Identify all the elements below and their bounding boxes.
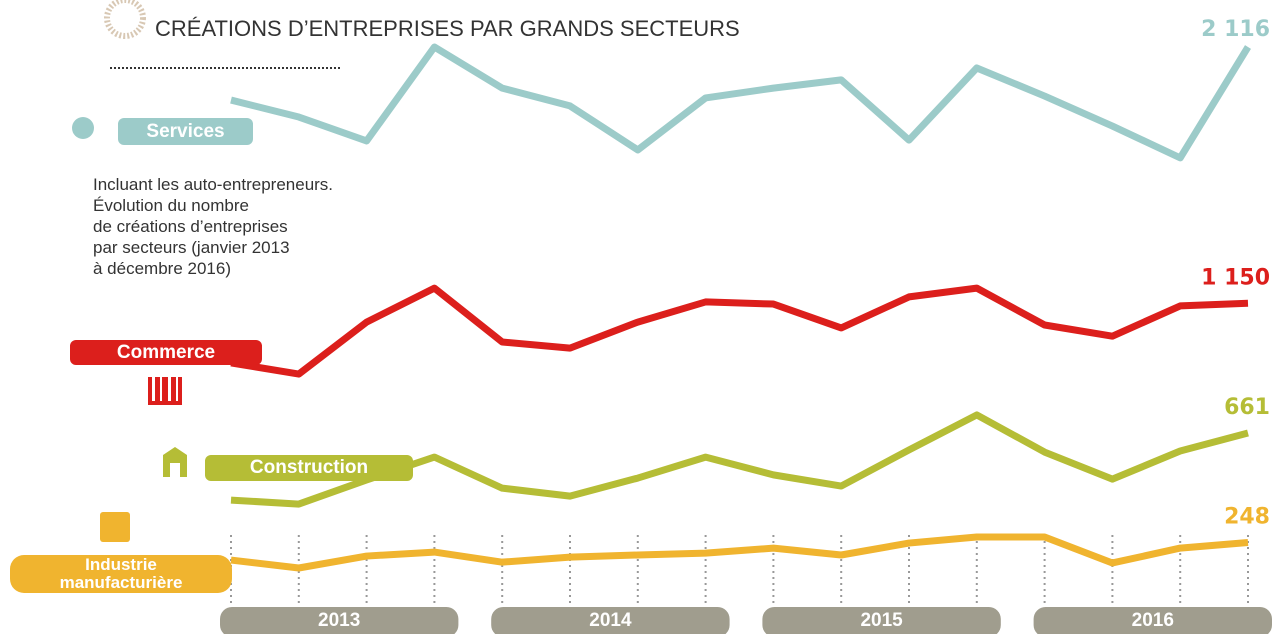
note-line: Incluant les auto-entrepreneurs. (93, 175, 334, 194)
note-line: de créations d’entreprises (93, 217, 288, 236)
year-band (491, 607, 730, 634)
note-line: par secteurs (janvier 2013 (93, 238, 290, 257)
value-label: 661 (1224, 395, 1270, 420)
year-label: 2013 (318, 610, 360, 631)
value-label: 1 150 (1201, 265, 1270, 290)
series-label: Industrie manufacturière (10, 555, 232, 593)
year-label: 2014 (589, 610, 632, 631)
year-band (762, 607, 1001, 634)
services-icon (72, 117, 94, 139)
note-line: Évolution du nombre (93, 196, 249, 215)
note: Incluant les auto-entrepreneurs. Évolutio… (93, 174, 333, 279)
year-label: 2016 (1132, 610, 1174, 631)
value-label: 2 116 (1201, 17, 1270, 42)
title-icon (104, 0, 146, 39)
note-line: à décembre 2016) (93, 259, 231, 278)
year-band (1033, 607, 1272, 634)
value-label: 248 (1224, 505, 1270, 530)
series-line (230, 533, 1249, 572)
series-line (230, 284, 1249, 378)
chart-title: CRÉATIONS D’ENTREPRISES PAR GRANDS SECTE… (155, 16, 740, 41)
industrie-icon (100, 512, 130, 542)
series-label: Services (118, 118, 253, 145)
commerce-icon (148, 377, 182, 405)
series-line (230, 43, 1251, 162)
series-label: Commerce (70, 340, 262, 365)
series-label: Construction (205, 455, 413, 481)
year-band (220, 607, 459, 634)
construction-icon (163, 447, 187, 477)
year-label: 2015 (860, 610, 903, 631)
